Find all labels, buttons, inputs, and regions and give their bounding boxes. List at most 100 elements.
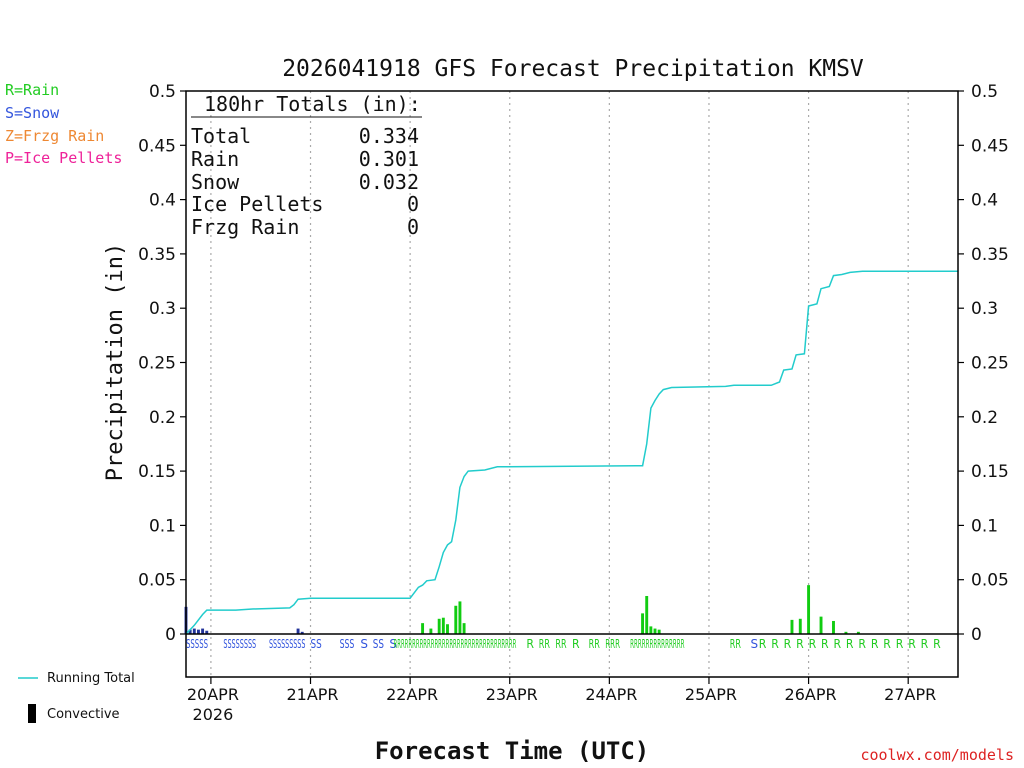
totals-rain-label: Rain bbox=[191, 147, 239, 171]
x-axis-label: Forecast Time (UTC) bbox=[375, 737, 650, 765]
rain-bar-6 bbox=[458, 601, 462, 634]
rain-bar-8 bbox=[641, 613, 645, 634]
type-code-27: R bbox=[871, 636, 879, 651]
axes: 0 00.05 0.050.1 0.10.15 0.150.2 0.20.25 0.250.… bbox=[138, 82, 1009, 724]
x-tick-label-1: 21APR bbox=[286, 685, 338, 704]
rain-bar-1 bbox=[429, 628, 433, 634]
type-code-13: RR bbox=[589, 636, 600, 651]
y-tick-label-left-3: 0.15 bbox=[138, 462, 176, 482]
y-tick-label-left-10: 0.5 bbox=[149, 82, 176, 102]
type-code-2: SSSSSSSSS bbox=[269, 636, 305, 651]
rain-bar-18 bbox=[844, 631, 848, 634]
totals-freezing-rain-value: 0 bbox=[407, 215, 419, 239]
type-code-5: S bbox=[360, 636, 368, 651]
y-tick-label-right-2: 0.1 bbox=[971, 516, 998, 536]
type-code-6: SS bbox=[373, 636, 384, 651]
type-code-31: R bbox=[921, 636, 929, 651]
x-tick-label-7: 27APR bbox=[884, 685, 936, 704]
y-tick-label-right-0: 0 bbox=[971, 625, 982, 645]
rain-bar-9 bbox=[645, 595, 649, 634]
y-tick-label-right-6: 0.3 bbox=[971, 299, 998, 319]
snow-bar-3 bbox=[196, 629, 200, 634]
x-tick-label-2: 22APR bbox=[386, 685, 438, 704]
type-code-26: R bbox=[858, 636, 866, 651]
convective-legend-label: Convective bbox=[47, 707, 120, 722]
y-tick-label-right-9: 0.45 bbox=[971, 136, 1009, 156]
rain-bar-3 bbox=[441, 617, 445, 634]
rain-bar-16 bbox=[819, 616, 823, 634]
snow-bar-6 bbox=[296, 628, 300, 634]
type-code-8: RRRRRRRRRRRRRRRRRRRRRRRRRRRRRRRRR bbox=[394, 636, 517, 651]
y-axis-label: Precipitation (in) bbox=[103, 243, 128, 481]
rain-bar-14 bbox=[798, 618, 802, 634]
legend-snow: S=Snow bbox=[5, 104, 60, 122]
rain-bar-11 bbox=[653, 628, 657, 634]
running-total-legend-label: Running Total bbox=[47, 671, 135, 686]
y-tick-label-right-8: 0.4 bbox=[971, 191, 998, 211]
totals-total-label: Total bbox=[191, 124, 251, 148]
plot-area bbox=[186, 91, 958, 677]
x-tick-label-5: 25APR bbox=[685, 685, 737, 704]
totals-ice-pellets-value: 0 bbox=[407, 192, 419, 216]
type-code-9: R bbox=[526, 636, 534, 651]
totals-rain-value: 0.301 bbox=[359, 147, 419, 171]
chart-title: 2026041918 GFS Forecast Precipitation KM… bbox=[282, 56, 864, 82]
y-tick-label-left-6: 0.3 bbox=[149, 299, 176, 319]
plot-background bbox=[186, 91, 958, 677]
type-code-25: R bbox=[846, 636, 854, 651]
y-tick-label-left-5: 0.25 bbox=[138, 354, 176, 374]
running-total-line bbox=[185, 270, 958, 635]
y-tick-label-right-4: 0.2 bbox=[971, 408, 998, 428]
y-tick-label-left-7: 0.35 bbox=[138, 245, 176, 265]
type-code-12: R bbox=[572, 636, 580, 651]
precip-type-codes: SSSSS SSSSSSSS SSSSSSSSS SS SSS S SS SRRRRRRRRR… bbox=[186, 636, 941, 651]
rain-bar-15 bbox=[807, 585, 811, 634]
gridlines bbox=[210, 91, 909, 677]
snow-bar-4 bbox=[201, 628, 205, 634]
y-tick-label-left-9: 0.45 bbox=[138, 136, 176, 156]
type-code-15: RRRRRRRRRRRRRR bbox=[630, 636, 685, 651]
totals-freezing-rain-label: Frzg Rain bbox=[191, 215, 299, 239]
type-code-29: R bbox=[896, 636, 904, 651]
type-code-30: R bbox=[908, 636, 916, 651]
rain-bar-12 bbox=[657, 629, 661, 634]
y-tick-label-left-1: 0.05 bbox=[138, 571, 176, 591]
type-code-23: R bbox=[821, 636, 829, 651]
legend-freezing-rain: Z=Frzg Rain bbox=[5, 127, 104, 145]
type-code-17: S bbox=[750, 636, 758, 651]
precip-type-legend: R=Rain S=Snow Z=Frzg Rain P=Ice Pellets bbox=[5, 81, 122, 167]
type-code-1: SSSSSSSS bbox=[223, 636, 256, 651]
type-code-4: SSS bbox=[340, 636, 355, 651]
x-tick-label-0: 20APR bbox=[187, 685, 239, 704]
y-tick-label-right-3: 0.15 bbox=[971, 462, 1009, 482]
rain-bar-5 bbox=[454, 605, 458, 634]
totals-snow-value: 0.032 bbox=[359, 170, 419, 194]
snow-bar-5 bbox=[205, 630, 209, 634]
snow-bar-1 bbox=[188, 629, 192, 634]
rain-bar-10 bbox=[649, 626, 653, 634]
type-code-32: R bbox=[933, 636, 941, 651]
y-tick-label-left-0: 0 bbox=[165, 625, 176, 645]
y-tick-label-right-1: 0.05 bbox=[971, 571, 1009, 591]
type-code-10: RR bbox=[539, 636, 550, 651]
type-code-7: S bbox=[389, 636, 397, 651]
rain-bar-17 bbox=[832, 620, 835, 634]
type-code-24: R bbox=[833, 636, 841, 651]
y-tick-label-right-5: 0.25 bbox=[971, 354, 1009, 374]
running-total-line-group bbox=[185, 270, 958, 635]
credit-text: coolwx.com/models bbox=[860, 746, 1014, 764]
type-code-21: R bbox=[796, 636, 804, 651]
type-code-11: RR bbox=[555, 636, 566, 651]
snow-bar-2 bbox=[192, 628, 196, 634]
totals-snow-label: Snow bbox=[191, 170, 240, 194]
y-tick-label-right-7: 0.35 bbox=[971, 245, 1009, 265]
type-code-19: R bbox=[771, 636, 779, 651]
precipitation-bars bbox=[184, 585, 860, 634]
rain-bar-19 bbox=[856, 631, 860, 634]
convective-legend-swatch bbox=[28, 704, 36, 723]
type-code-3: SS bbox=[311, 636, 322, 651]
type-code-22: R bbox=[809, 636, 817, 651]
rain-bar-2 bbox=[437, 618, 441, 634]
plot-frame bbox=[185, 90, 959, 678]
